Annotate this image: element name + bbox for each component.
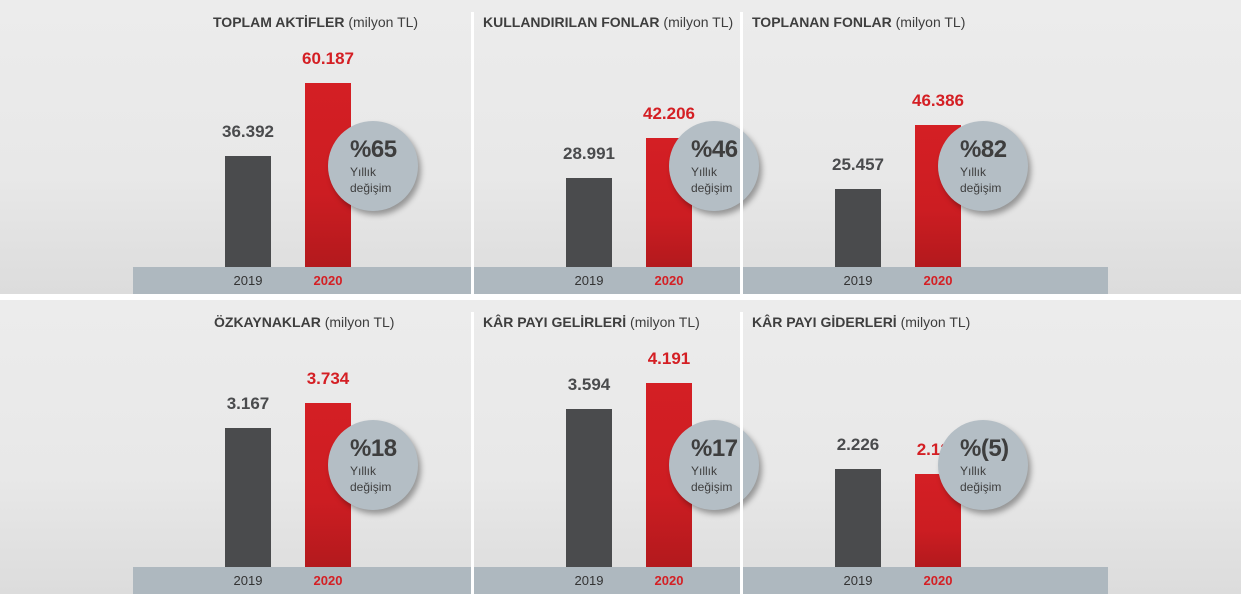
data-label-2019: 3.167 (226, 394, 270, 413)
chart-title-text: KÂR PAYI GİDERLERİ (752, 314, 897, 330)
change-percent: %46 (691, 136, 738, 163)
change-caption: Yıllık değişim (691, 464, 733, 494)
chart-panel: KÂR PAYI GELİRLERİ (milyon TL) 3.594 2019 4… (474, 300, 807, 594)
tick-label-2019: 2019 (843, 273, 873, 288)
chart-panel: TOPLANAN FONLAR (milyon TL) 25.457 2019 46.… (743, 0, 1108, 294)
data-label-2020: 3.734 (306, 369, 350, 388)
chart-title: TOPLANAN FONLAR (milyon TL) (752, 14, 965, 30)
change-percent: %(5) (960, 435, 1009, 462)
bar-2019 (225, 156, 271, 267)
axis-band (743, 267, 1108, 294)
bar-2019 (225, 428, 271, 567)
bar-2019 (835, 469, 881, 567)
row-background-bottom (0, 300, 1241, 594)
chart-title-text: ÖZKAYNAKLAR (214, 314, 321, 330)
chart-title-unit: (milyon TL) (895, 14, 966, 30)
change-percent: %18 (350, 435, 397, 462)
chart-title-text: KÂR PAYI GELİRLERİ (483, 314, 627, 330)
change-percent: %17 (691, 435, 738, 462)
panel-divider (471, 12, 474, 294)
data-label-2020: 42.206 (643, 104, 695, 123)
chart-title-unit: (milyon TL) (630, 314, 700, 330)
chart-title: KULLANDIRILAN FONLAR (milyon TL) (483, 14, 733, 30)
change-caption: Yıllık değişim (350, 165, 392, 195)
tick-label-2019: 2019 (574, 573, 604, 588)
tick-label-2020: 2020 (654, 573, 684, 588)
panel-divider (740, 312, 743, 594)
bar-2019 (566, 409, 612, 567)
chart-title: ÖZKAYNAKLAR (milyon TL) (214, 314, 394, 330)
change-percent: %65 (350, 136, 397, 163)
tick-label-2020: 2020 (654, 273, 684, 288)
chart-panel: TOPLAM AKTİFLER (milyon TL) 36.392 2019 60.… (133, 0, 473, 294)
axis-band (133, 267, 473, 294)
chart-panel: KULLANDIRILAN FONLAR (milyon TL) 28.991 20… (474, 0, 807, 294)
chart-title-unit: (milyon TL) (663, 14, 734, 30)
change-badge: %18 Yıllık değişim (328, 420, 418, 510)
bar-2019 (835, 189, 881, 267)
tick-label-2019: 2019 (574, 273, 604, 288)
data-label-2020: 4.191 (647, 349, 691, 368)
chart-panel: KÂR PAYI GİDERLERİ (milyon TL) 2.226 2019 2… (743, 300, 1108, 594)
chart-title: KÂR PAYI GELİRLERİ (milyon TL) (483, 314, 700, 330)
chart-title-text: TOPLANAN FONLAR (752, 14, 892, 30)
chart-title-text: KULLANDIRILAN FONLAR (483, 14, 660, 30)
tick-label-2020: 2020 (313, 273, 343, 288)
axis-band (474, 567, 741, 594)
chart-title-unit: (milyon TL) (324, 314, 395, 330)
axis-band (133, 567, 473, 594)
change-caption: Yıllık değişim (960, 464, 1002, 494)
bar-2019 (566, 178, 612, 267)
chart-title-unit: (milyon TL) (900, 314, 971, 330)
data-label-2019: 36.392 (222, 122, 274, 141)
chart-title-text: TOPLAM AKTİFLER (213, 14, 345, 30)
tick-label-2019: 2019 (843, 573, 873, 588)
panel-divider (740, 12, 743, 294)
data-label-2019: 28.991 (563, 144, 615, 163)
data-label-2019: 2.226 (836, 435, 880, 454)
data-label-2019: 25.457 (832, 155, 884, 174)
change-badge: %46 Yıllık değişim (669, 121, 759, 211)
change-badge: %17 Yıllık değişim (669, 420, 759, 510)
chart-title: KÂR PAYI GİDERLERİ (milyon TL) (752, 314, 970, 330)
tick-label-2020: 2020 (923, 273, 953, 288)
row-background-top (0, 0, 1241, 294)
change-badge: %(5) Yıllık değişim (938, 420, 1028, 510)
change-caption: Yıllık değişim (960, 165, 1002, 195)
change-badge: %65 Yıllık değişim (328, 121, 418, 211)
axis-band (743, 567, 1108, 594)
change-caption: Yıllık değişim (350, 464, 392, 494)
chart-title: TOPLAM AKTİFLER (milyon TL) (213, 14, 418, 30)
chart-title-unit: (milyon TL) (348, 14, 419, 30)
data-label-2020: 46.386 (912, 91, 964, 110)
data-label-2019: 3.594 (567, 375, 611, 394)
tick-label-2020: 2020 (923, 573, 953, 588)
panel-divider (471, 312, 474, 594)
tick-label-2019: 2019 (233, 573, 263, 588)
change-badge: %82 Yıllık değişim (938, 121, 1028, 211)
change-percent: %82 (960, 136, 1007, 163)
chart-panel: ÖZKAYNAKLAR (milyon TL) 3.167 2019 3.734 202… (133, 300, 473, 594)
data-label-2020: 60.187 (302, 49, 354, 68)
axis-band (474, 267, 741, 294)
tick-label-2019: 2019 (233, 273, 263, 288)
change-caption: Yıllık değişim (691, 165, 733, 195)
tick-label-2020: 2020 (313, 573, 343, 588)
